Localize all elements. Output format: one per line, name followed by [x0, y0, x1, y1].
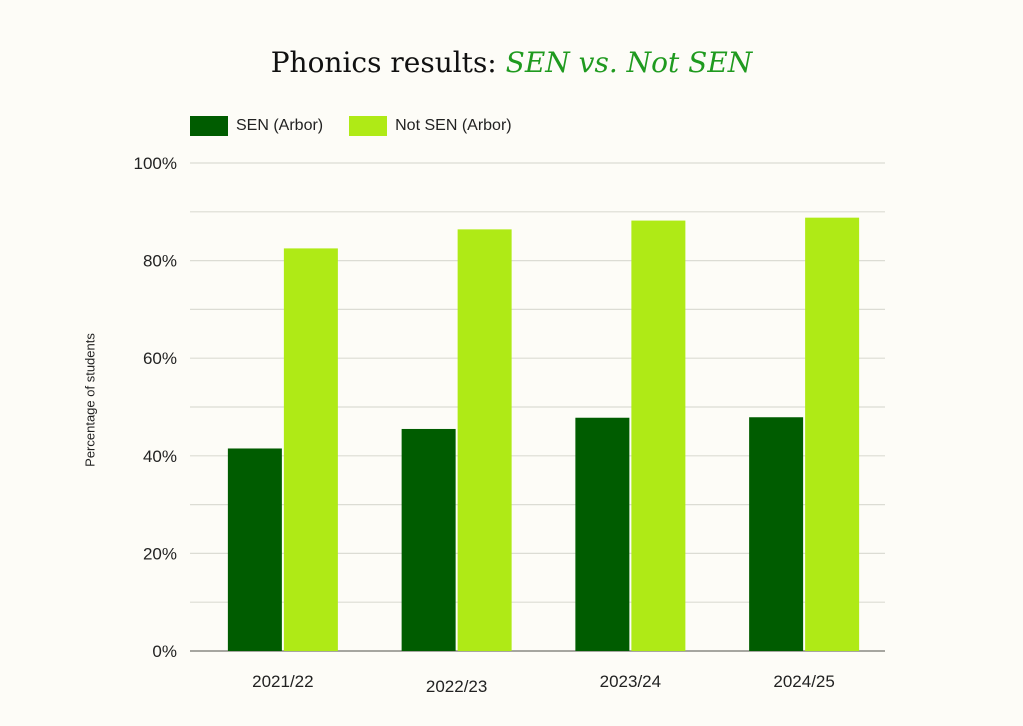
legend-label-not-sen: Not SEN (Arbor): [395, 117, 512, 134]
chart-title-accent: SEN vs. Not SEN: [505, 46, 753, 79]
x-tick-label: 2024/25: [773, 672, 834, 691]
legend-swatch-not-sen: [349, 116, 388, 136]
chart-title: Phonics results: SEN vs. Not SEN: [0, 46, 1023, 79]
chart-title-prefix: Phonics results:: [270, 46, 506, 79]
bar-sen: [227, 448, 282, 651]
legend-item-not-sen: Not SEN (Arbor): [349, 116, 512, 136]
legend-item-sen: SEN (Arbor): [190, 116, 323, 136]
bar-not-sen: [631, 220, 686, 652]
y-tick-label: 60%: [143, 349, 177, 368]
bar-sen: [401, 428, 456, 651]
bar-not-sen: [283, 248, 338, 651]
y-tick-label: 20%: [143, 544, 177, 563]
bar-sen: [749, 417, 804, 651]
legend: SEN (Arbor) Not SEN (Arbor): [190, 116, 538, 136]
legend-swatch-sen: [190, 116, 228, 136]
bar-not-sen: [805, 217, 860, 651]
x-tick-label: 2021/22: [252, 672, 313, 691]
y-tick-label: 0%: [152, 642, 177, 661]
bar-sen: [575, 417, 630, 651]
y-tick-label: 100%: [134, 154, 177, 173]
y-tick-label: 80%: [143, 252, 177, 271]
bar-not-sen: [457, 229, 512, 652]
legend-label-sen: SEN (Arbor): [236, 117, 324, 134]
x-tick-label: 2022/23: [426, 677, 487, 696]
x-tick-label: 2023/24: [600, 672, 661, 691]
y-tick-label: 40%: [143, 447, 177, 466]
